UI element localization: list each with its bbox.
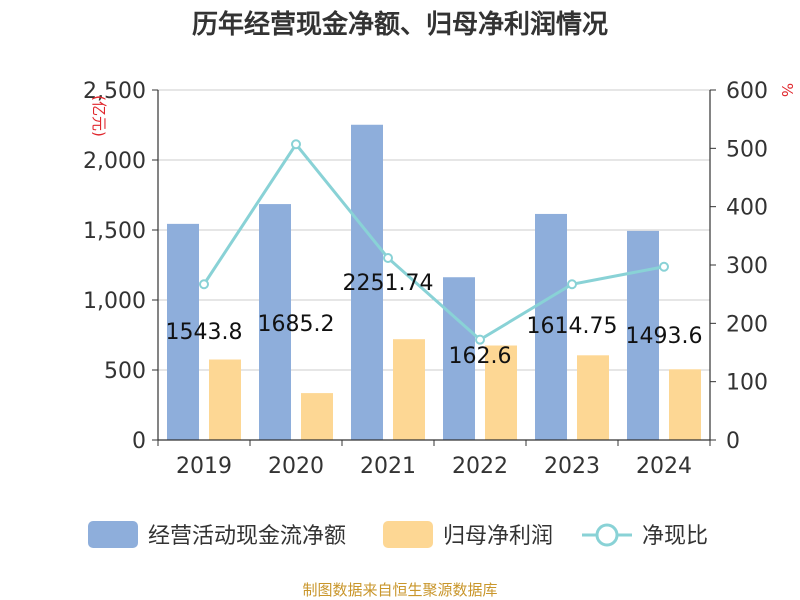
net-profit-bar xyxy=(301,393,333,440)
cashflow-bar xyxy=(535,213,567,440)
data-label: 2251.74 xyxy=(343,271,434,296)
chart-title: 历年经营现金净额、归母净利润情况 xyxy=(192,9,608,40)
right-tick-label: 600 xyxy=(726,79,768,104)
ratio-point xyxy=(475,334,485,345)
legend-cashflow-label: 经营活动现金流净额 xyxy=(148,524,346,549)
cashflow-bar xyxy=(627,230,659,440)
cashflow-bar xyxy=(167,223,199,440)
x-tick-label: 2023 xyxy=(544,454,600,479)
legend: 经营活动现金流净额 归母净利润 净现比 xyxy=(88,521,708,549)
data-label: 1543.8 xyxy=(166,320,243,345)
x-tick-label: 2020 xyxy=(268,454,324,479)
grid-lines xyxy=(158,89,710,371)
x-tick-label: 2021 xyxy=(360,454,416,479)
source-note: 制图数据来自恒生聚源数据库 xyxy=(302,581,497,599)
net-profit-bar xyxy=(577,355,609,440)
ratio-point xyxy=(199,279,209,290)
left-tick-label: 1,000 xyxy=(83,289,146,314)
left-tick-label: 500 xyxy=(104,359,146,384)
legend-net-profit-swatch xyxy=(383,521,433,548)
cashflow-bar xyxy=(351,124,383,440)
left-tick-label: 2,500 xyxy=(83,79,146,104)
right-tick-label: 200 xyxy=(726,312,768,337)
ratio-point xyxy=(659,261,669,272)
x-tick-label: 2019 xyxy=(176,454,232,479)
x-tick-label: 2024 xyxy=(636,454,692,479)
x-tick-label: 2022 xyxy=(452,454,508,479)
left-tick-label: 2,000 xyxy=(83,149,146,174)
line-layer xyxy=(199,139,669,345)
right-tick-label: 0 xyxy=(726,429,740,454)
data-label: 1685.2 xyxy=(258,312,335,337)
legend-cashflow-swatch xyxy=(88,521,138,548)
right-tick-label: 500 xyxy=(726,137,768,162)
ratio-point xyxy=(291,139,301,150)
net-profit-bar xyxy=(209,359,241,440)
right-axis-unit: % xyxy=(778,83,796,97)
right-tick-label: 300 xyxy=(726,254,768,279)
net-profit-bar xyxy=(393,339,425,440)
net-profit-bar xyxy=(669,369,701,440)
right-tick-label: 400 xyxy=(726,196,768,221)
data-label: 162.6 xyxy=(449,344,512,369)
legend-ratio-label: 净现比 xyxy=(642,524,708,549)
left-tick-label: 1,500 xyxy=(83,219,146,244)
ratio-point xyxy=(567,279,577,290)
cashflow-bar xyxy=(259,204,291,440)
data-label: 1493.6 xyxy=(626,324,703,349)
ratio-line xyxy=(202,141,665,342)
left-tick-label: 0 xyxy=(132,429,146,454)
data-label: 1614.75 xyxy=(527,314,618,339)
data-labels: 1543.8 1685.2 2251.74 162.6 1614.75 1493.6 xyxy=(166,271,703,369)
net-profit-bar xyxy=(485,345,517,440)
legend-net-profit-label: 归母净利润 xyxy=(443,524,553,549)
cashflow-bar xyxy=(443,277,475,440)
axes: 0 500 1,000 1,500 2,000 2,500 0 100 200 300 400 500… xyxy=(83,79,768,479)
legend-ratio-marker xyxy=(595,523,619,547)
bars-layer xyxy=(167,124,701,440)
right-tick-label: 100 xyxy=(726,371,768,396)
ratio-point xyxy=(383,253,393,263)
left-axis-unit: (亿元) xyxy=(90,95,108,137)
